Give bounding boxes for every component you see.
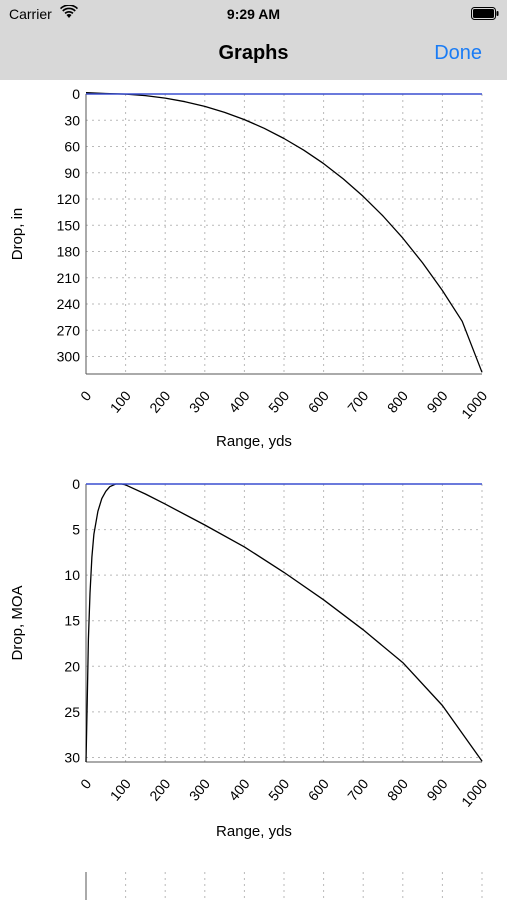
y-tick-label: 300: [57, 349, 81, 365]
y-tick-label: 30: [64, 112, 80, 128]
y-tick-label: 90: [64, 165, 80, 181]
x-tick-label: 800: [384, 387, 411, 415]
y-tick-label: 180: [57, 244, 81, 260]
x-tick-label: 700: [344, 387, 371, 415]
x-tick-label: 600: [305, 775, 332, 803]
x-tick-label: 1000: [458, 387, 490, 421]
x-tick-label: 100: [107, 775, 134, 803]
y-tick-label: 270: [57, 322, 81, 338]
y-tick-label: 5: [72, 522, 80, 538]
x-axis-label: Range, yds: [216, 823, 292, 840]
x-tick-label: 500: [265, 387, 292, 415]
done-button[interactable]: Done: [434, 42, 482, 64]
x-tick-label: 1000: [458, 775, 490, 809]
y-tick-label: 0: [72, 86, 80, 102]
y-tick-label: 0: [72, 476, 80, 492]
wifi-icon: [60, 4, 78, 22]
status-bar: Carrier 9:29 AM: [0, 0, 507, 28]
drop-inches-chart: 0 30 60 90 120 150 180 210 240 270 300 0 100 200 300 40…: [9, 86, 490, 450]
trajectory-line: [85, 92, 483, 373]
carrier-label: Carrier: [9, 6, 52, 22]
x-axis-label: Range, yds: [216, 433, 292, 450]
x-tick-label: 600: [305, 387, 332, 415]
y-axis-label: Drop, MOA: [9, 585, 26, 660]
page-title: Graphs: [218, 42, 289, 64]
x-tick-label: 500: [265, 775, 292, 803]
y-tick-label: 120: [57, 191, 81, 207]
navigation-bar: Graphs Done: [0, 28, 507, 80]
x-tick-label: 400: [225, 775, 252, 803]
x-tick-label: 0: [77, 387, 94, 403]
status-time: 9:29 AM: [226, 6, 281, 22]
y-tick-label: 20: [64, 658, 80, 674]
x-tick-label: 0: [77, 775, 94, 791]
y-tick-label: 10: [64, 567, 80, 583]
x-tick-label: 700: [344, 775, 371, 803]
x-tick-label: 900: [423, 387, 450, 415]
partial-chart-grid: [85, 872, 483, 900]
battery-icon: [471, 7, 499, 20]
y-tick-label: 25: [64, 704, 80, 720]
x-tick-label: 400: [225, 387, 252, 415]
x-tick-label: 900: [423, 775, 450, 803]
x-tick-label: 200: [146, 387, 173, 415]
y-tick-label: 240: [57, 296, 81, 312]
y-tick-label: 150: [57, 217, 81, 233]
x-tick-label: 100: [107, 387, 134, 415]
y-tick-label: 60: [64, 139, 80, 155]
y-tick-label: 30: [64, 749, 80, 765]
y-tick-label: 15: [64, 613, 80, 629]
x-tick-label: 800: [384, 775, 411, 803]
x-tick-label: 200: [146, 775, 173, 803]
x-tick-label: 300: [186, 387, 213, 415]
y-axis-label: Drop, in: [9, 208, 26, 261]
y-tick-label: 210: [57, 270, 81, 286]
x-tick-label: 300: [186, 775, 213, 803]
